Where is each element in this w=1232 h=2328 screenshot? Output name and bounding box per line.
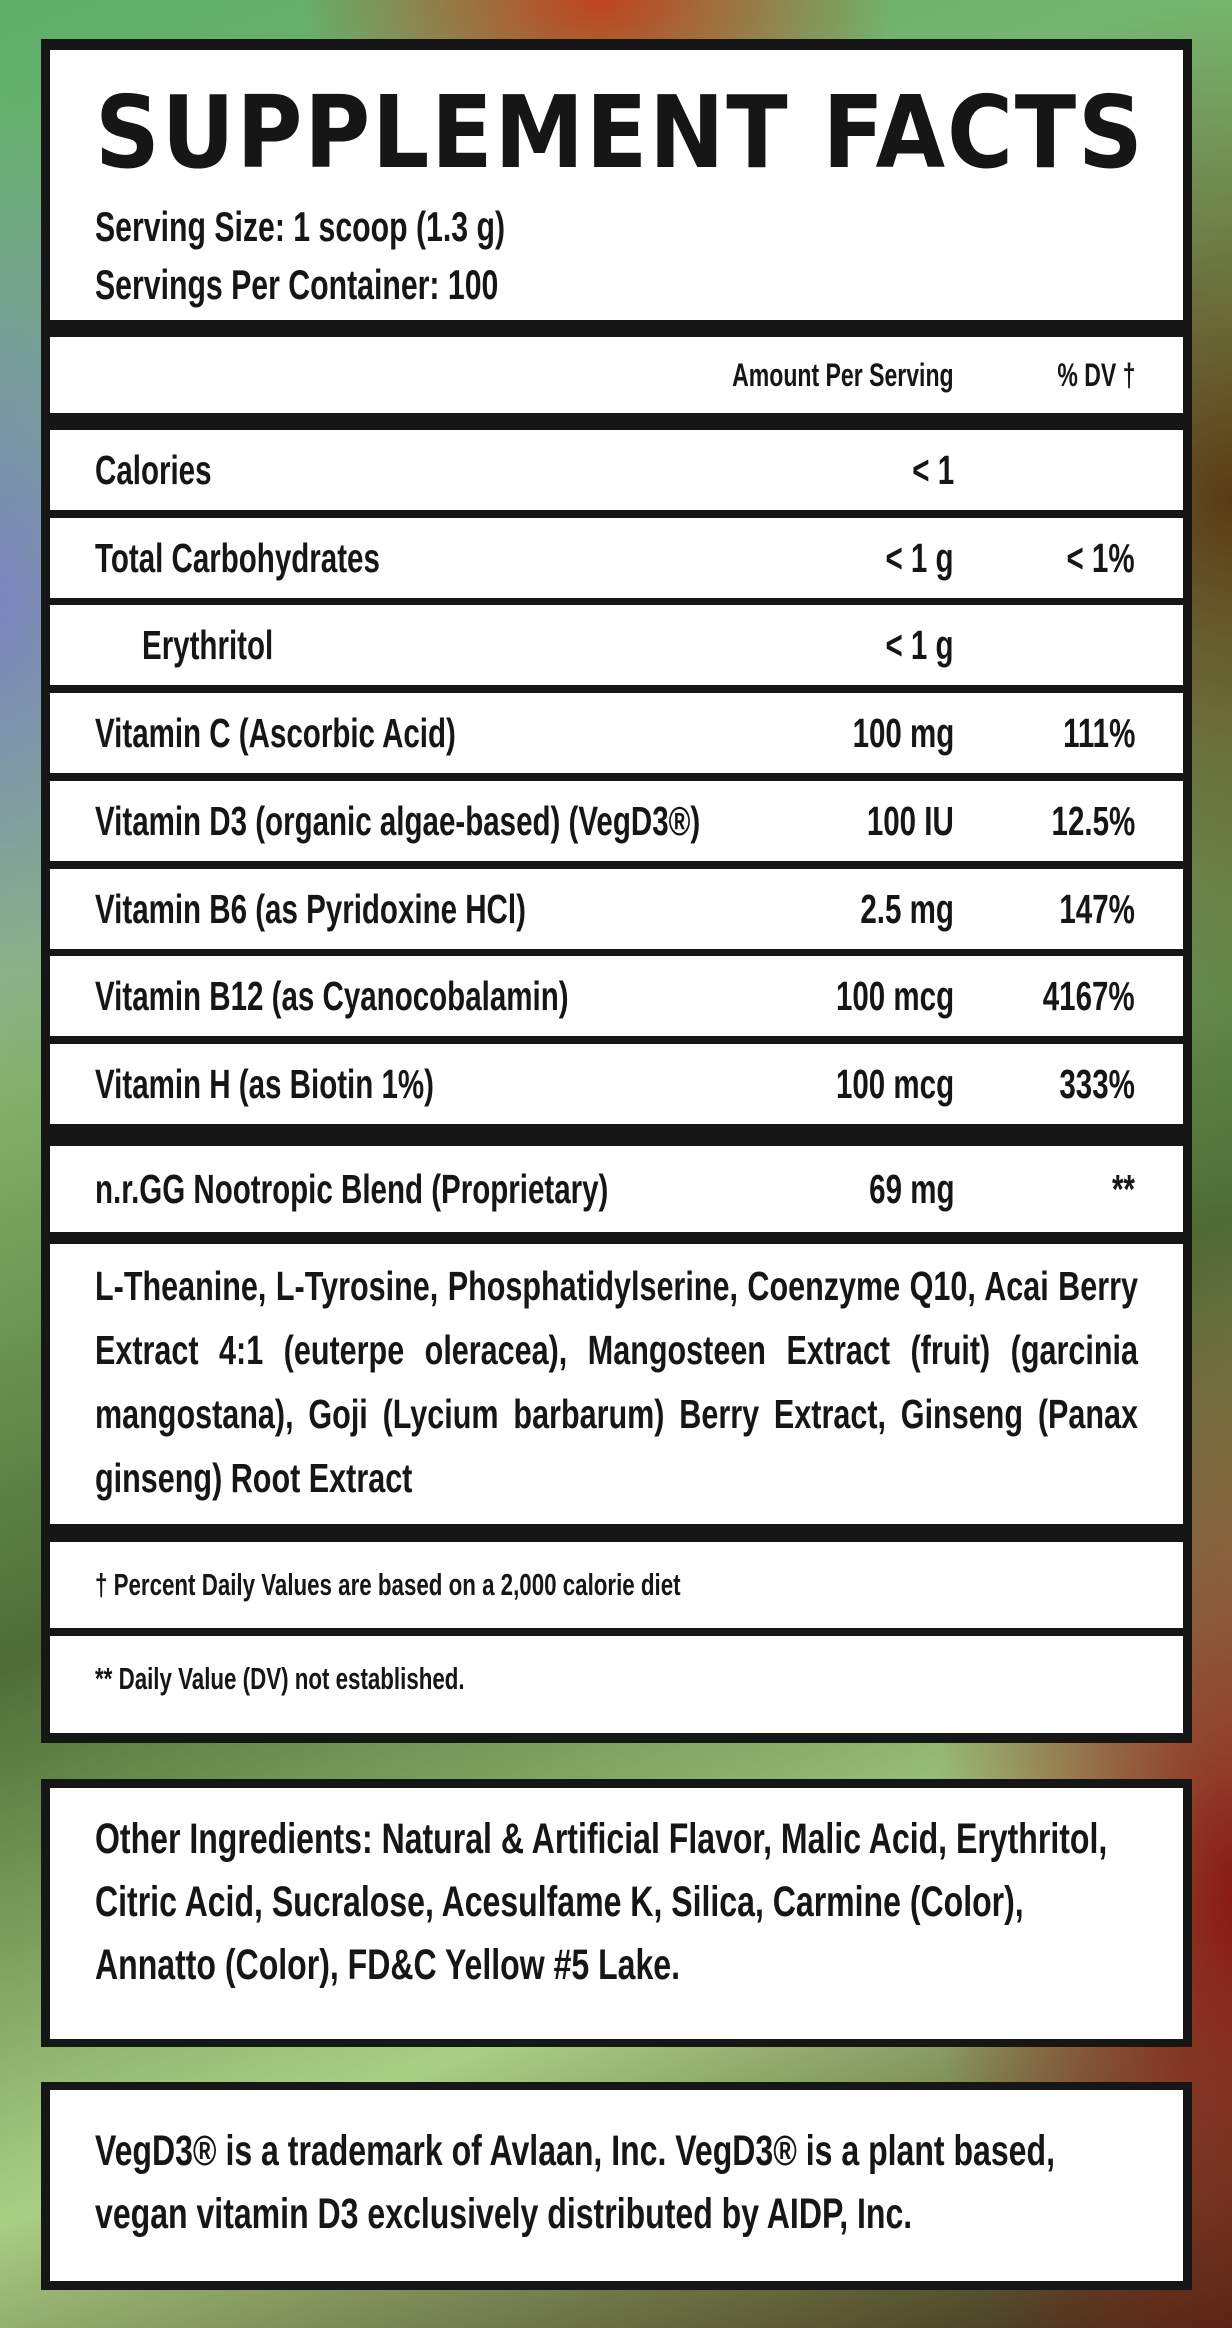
servings-per-container: Servings Per Container: 100 (95, 261, 499, 308)
footnote-na-section: ** Daily Value (DV) not established. (50, 1636, 1183, 1733)
nutrient-amount: 2.5 mg (860, 886, 954, 932)
nutrient-name: Erythritol (142, 622, 274, 668)
title-section: SUPPLEMENT FACTS Serving Size: 1 scoop (… (50, 50, 1183, 320)
blend-ingredients: L-Theanine, L-Tyrosine, Phosphatidylseri… (95, 1263, 1138, 1501)
nutrient-amount: < 1 (912, 447, 954, 493)
nutrient-name: Vitamin B6 (as Pyridoxine HCl) (95, 886, 526, 932)
nutrient-name: Vitamin H (as Biotin 1%) (95, 1061, 434, 1107)
nutrient-dv: 12.5% (1051, 798, 1135, 844)
other-ingredients-panel: Other Ingredients: Natural & Artificial … (41, 1779, 1192, 2047)
nutrient-amount: 100 mcg (835, 1061, 954, 1107)
nutrient-name: Vitamin D3 (organic algae-based) (VegD3®… (95, 798, 701, 844)
table-row: Vitamin B12 (as Cyanocobalamin) 100 mcg … (50, 956, 1183, 1036)
nutrient-name: Vitamin B12 (as Cyanocobalamin) (95, 973, 569, 1019)
footnote-dv: † Percent Daily Values are based on a 2,… (95, 1567, 681, 1602)
table-row: Erythritol < 1 g (50, 605, 1183, 685)
nutrient-dv: < 1% (1066, 535, 1135, 581)
blend-row: n.r.GG Nootropic Blend (Proprietary) 69 … (50, 1146, 1183, 1232)
nutrient-dv: 4167% (1043, 973, 1135, 1019)
trademark-panel: VegD3® is a trademark of Avlaan, Inc. Ve… (41, 2082, 1192, 2290)
nutrient-amount: 100 mg (852, 710, 954, 756)
nutrient-name: Calories (95, 447, 212, 493)
table-row: Calories < 1 (50, 430, 1183, 510)
nutrient-amount: 100 mcg (835, 973, 954, 1019)
table-row: Vitamin H (as Biotin 1%) 100 mcg 333% (50, 1044, 1183, 1124)
blend-ingredients-section: L-Theanine, L-Tyrosine, Phosphatidylseri… (50, 1244, 1183, 1524)
table-row: Vitamin D3 (organic algae-based) (VegD3®… (50, 781, 1183, 861)
serving-size: Serving Size: 1 scoop (1.3 g) (95, 203, 506, 250)
nutrient-name: Vitamin C (Ascorbic Acid) (95, 710, 456, 756)
blend-name: n.r.GG Nootropic Blend (Proprietary) (95, 1166, 609, 1212)
blend-amount: 69 mg (868, 1166, 954, 1212)
footnote-not-established: ** Daily Value (DV) not established. (95, 1661, 465, 1696)
column-header-row: Amount Per Serving % DV † (50, 337, 1183, 413)
footnote-dv-section: † Percent Daily Values are based on a 2,… (50, 1542, 1183, 1628)
nutrient-dv: 147% (1059, 886, 1135, 932)
table-row: Vitamin B6 (as Pyridoxine HCl) 2.5 mg 14… (50, 869, 1183, 949)
nutrient-dv: 111% (1062, 710, 1135, 756)
blend-dv: ** (1112, 1166, 1135, 1212)
page-title: SUPPLEMENT FACTS (95, 74, 1145, 191)
nutrient-name: Total Carbohydrates (95, 535, 380, 581)
nutrient-amount: 100 IU (867, 798, 954, 844)
table-row: Total Carbohydrates < 1 g < 1% (50, 518, 1183, 598)
table-row: Vitamin C (Ascorbic Acid) 100 mg 111% (50, 693, 1183, 773)
dv-header: % DV † (1056, 357, 1135, 393)
other-ingredients: Other Ingredients: Natural & Artificial … (95, 1815, 1108, 1989)
nutrient-amount: < 1 g (885, 535, 954, 581)
nutrient-amount: < 1 g (885, 622, 954, 668)
trademark-notice: VegD3® is a trademark of Avlaan, Inc. Ve… (95, 2127, 1055, 2238)
amount-header: Amount Per Serving (732, 357, 954, 393)
supplement-facts-panel: SUPPLEMENT FACTS Serving Size: 1 scoop (… (41, 39, 1192, 1743)
nutrient-dv: 333% (1059, 1061, 1135, 1107)
